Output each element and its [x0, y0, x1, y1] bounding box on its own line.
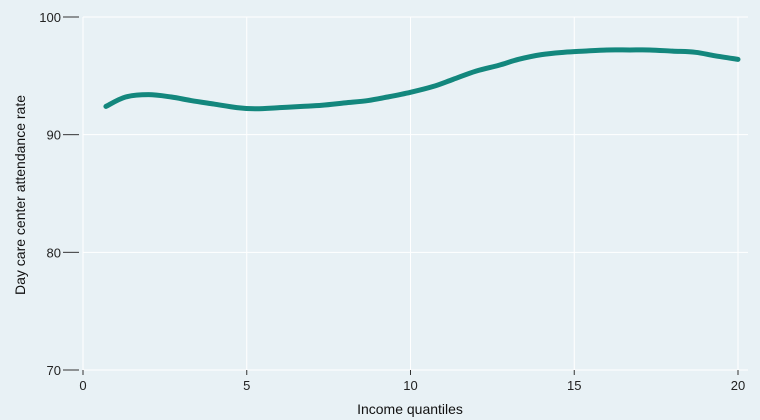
y-tick-label: 80: [47, 245, 61, 260]
x-axis-title: Income quantiles: [357, 401, 463, 417]
x-tick-label: 15: [567, 378, 581, 393]
y-tick-label: 100: [39, 10, 61, 25]
grid-lines: [82, 16, 748, 371]
series-line: [103, 47, 741, 112]
x-tick-label: 0: [79, 378, 86, 393]
x-tick-label: 10: [403, 378, 417, 393]
x-tick-label: 5: [243, 378, 250, 393]
tick-labels: 0 5 10 15 20 70 80 90 100: [39, 10, 745, 393]
y-tick-label: 70: [47, 363, 61, 378]
x-tick-label: 20: [731, 378, 745, 393]
series-layer: [103, 47, 741, 112]
y-axis-title: Day care center attendance rate: [12, 95, 28, 295]
y-tick-label: 90: [47, 128, 61, 143]
